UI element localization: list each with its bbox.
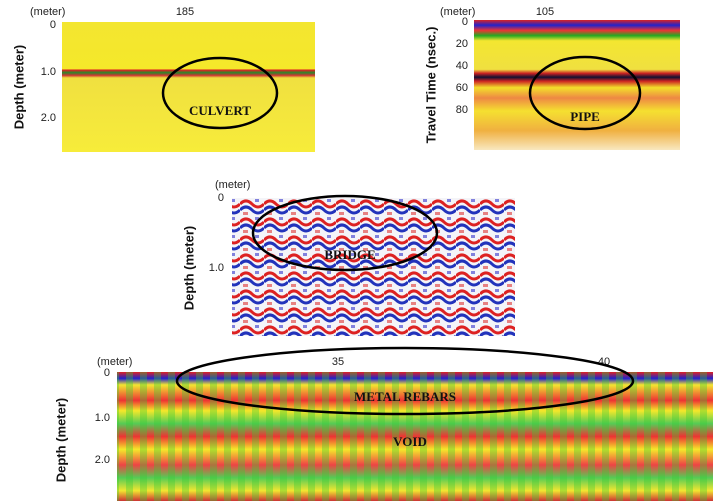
panel-rebars: (meter) 35 40 0 1.0 2.0 Depth (meter) ME… [53, 348, 713, 501]
panel-culvert: (meter) 185 0 1.0 2.0 Depth (meter) CULV… [11, 6, 315, 152]
y-tick-label: 60 [456, 82, 468, 94]
y-tick-label: 0 [104, 367, 110, 379]
annotation: CULVERT [189, 103, 251, 118]
y-tick-label: 1.0 [209, 262, 224, 274]
y-tick-label: 0 [50, 19, 56, 31]
y-label: Depth (meter) [53, 398, 68, 483]
annotation: VOID [393, 434, 427, 449]
y-tick-label: 1.0 [41, 66, 56, 78]
y-tick-label: 20 [456, 38, 468, 50]
y-tick-label: 2.0 [95, 454, 110, 466]
x-tick-label: 105 [536, 6, 554, 18]
y-tick-label: 2.0 [41, 112, 56, 124]
x-unit: (meter) [215, 179, 250, 191]
x-unit: (meter) [30, 6, 65, 18]
figure: (meter) 185 0 1.0 2.0 Depth (meter) CULV… [0, 0, 713, 501]
annotation: PIPE [570, 109, 600, 124]
y-label: Travel Time (nsec.) [423, 27, 438, 144]
panel-pipe: (meter) 105 0 20 40 60 80 Travel Time (n… [423, 6, 680, 150]
y-tick-label: 0 [218, 192, 224, 204]
radargram [474, 20, 680, 150]
annotation: METAL REBARS [354, 389, 456, 404]
annotation: BRIDGE [324, 247, 375, 262]
radargram [232, 198, 515, 336]
y-tick-label: 0 [462, 16, 468, 28]
y-label: Depth (meter) [181, 226, 196, 311]
panel-bridge: (meter) 0 1.0 Depth (meter) BRIDGE [181, 179, 515, 336]
y-tick-label: 1.0 [95, 412, 110, 424]
x-tick-label: 35 [332, 356, 344, 368]
x-unit: (meter) [97, 356, 132, 368]
x-tick-label: 185 [176, 6, 194, 18]
x-unit: (meter) [440, 6, 475, 18]
y-tick-label: 40 [456, 60, 468, 72]
y-tick-label: 80 [456, 104, 468, 116]
y-label: Depth (meter) [11, 45, 26, 130]
